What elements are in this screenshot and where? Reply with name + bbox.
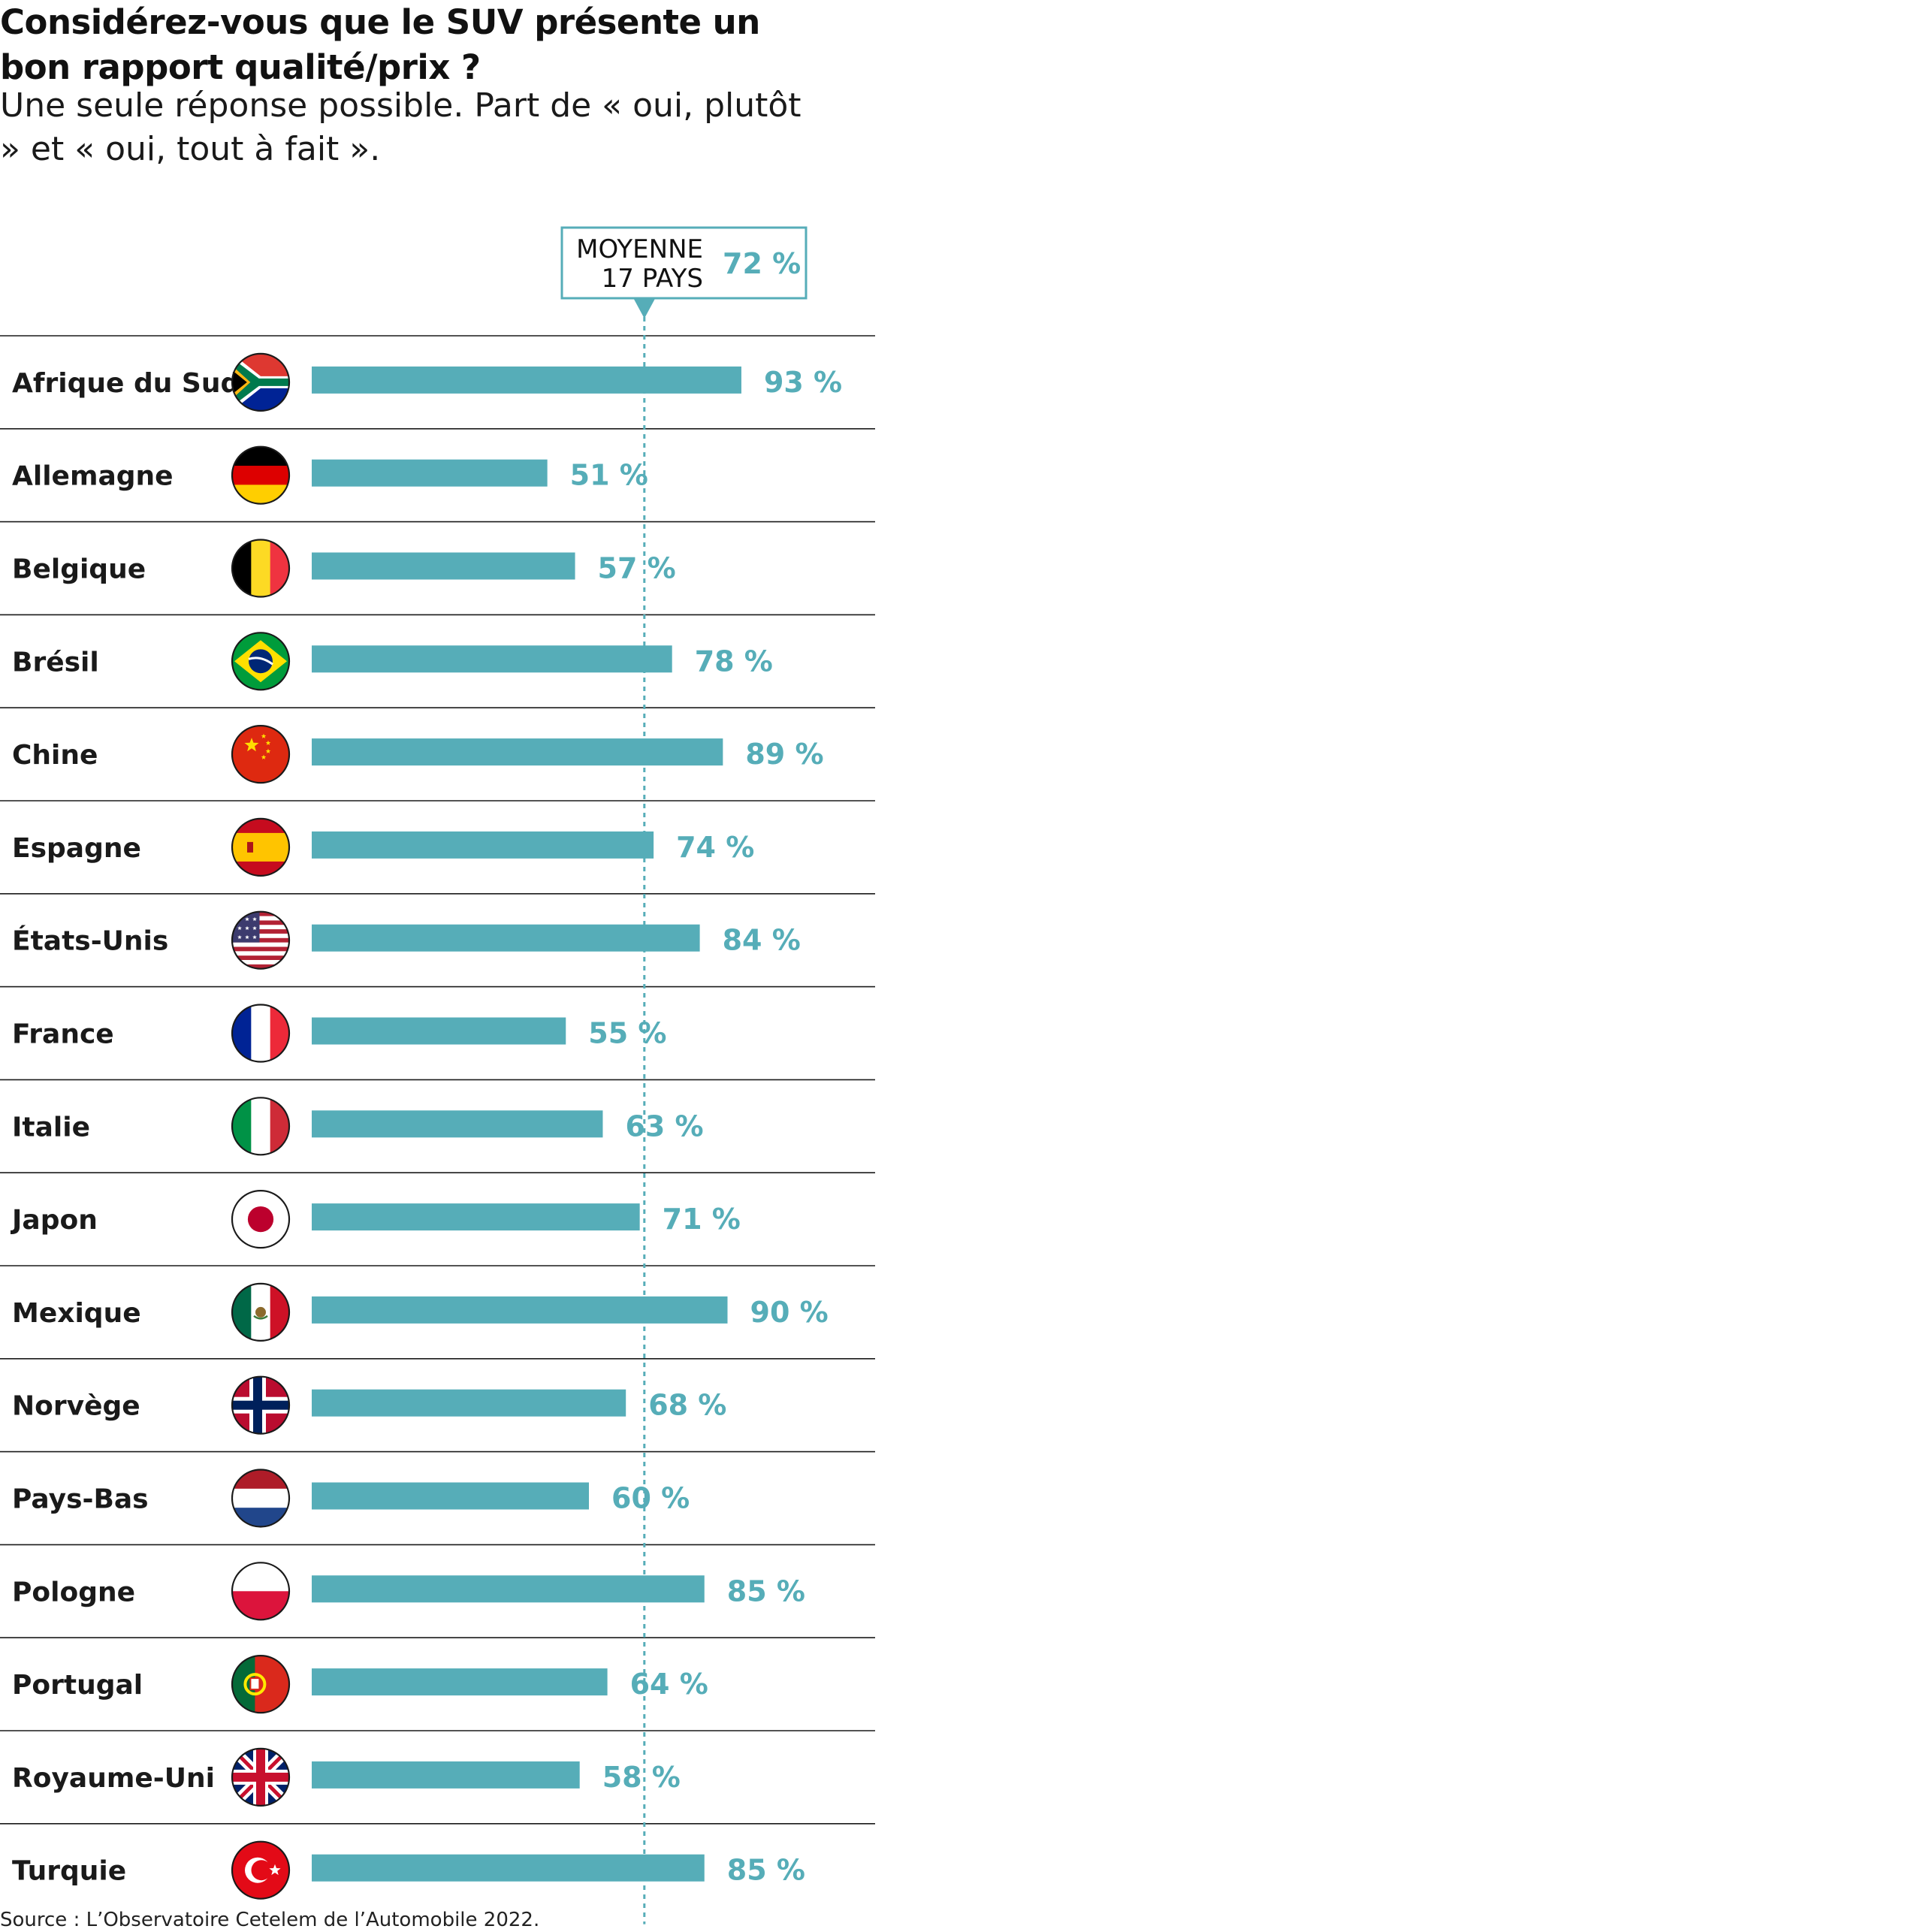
country-label: Chine bbox=[12, 740, 98, 771]
average-callout-box bbox=[560, 226, 808, 300]
poland-flag-icon bbox=[231, 1562, 291, 1621]
source-note: Source : L’Observatoire Cetelem de l’Aut… bbox=[0, 1909, 540, 1931]
country-label: Norvège bbox=[12, 1391, 140, 1422]
bar bbox=[312, 1389, 626, 1417]
bar bbox=[312, 459, 548, 487]
norway-flag-icon bbox=[231, 1375, 291, 1435]
china-flag-icon bbox=[231, 724, 291, 784]
brazil-flag-icon bbox=[231, 632, 291, 691]
bar-value-label: 78 % bbox=[695, 645, 773, 678]
bar bbox=[312, 1575, 705, 1603]
portugal-flag-icon bbox=[231, 1654, 291, 1714]
chart-subtitle: Une seule réponse possible. Part de « ou… bbox=[0, 86, 802, 168]
bar bbox=[312, 552, 575, 580]
average-label-line2: 17 PAYS bbox=[602, 264, 703, 294]
uk-flag-icon bbox=[231, 1747, 291, 1807]
country-label: Royaume-Uni bbox=[12, 1763, 215, 1794]
bar bbox=[312, 645, 672, 673]
bar bbox=[312, 738, 723, 766]
italy-flag-icon bbox=[231, 1097, 291, 1156]
bar bbox=[312, 831, 654, 859]
country-label: Brésil bbox=[12, 647, 99, 678]
chart-title: Considérez-vous que le SUV présente un b… bbox=[0, 2, 760, 87]
bar-value-label: 89 % bbox=[745, 738, 823, 771]
bar bbox=[312, 1761, 580, 1789]
country-label: Allemagne bbox=[12, 461, 174, 492]
bar bbox=[312, 1017, 566, 1045]
belgium-flag-icon bbox=[231, 539, 291, 598]
bar-value-label: 57 % bbox=[598, 552, 676, 585]
bar-value-label: 90 % bbox=[750, 1296, 829, 1329]
country-label: Mexique bbox=[12, 1298, 141, 1329]
bar-value-label: 60 % bbox=[611, 1482, 690, 1515]
country-label: Belgique bbox=[12, 554, 146, 585]
south-africa-flag-icon bbox=[231, 352, 291, 412]
bar-value-label: 93 % bbox=[764, 366, 842, 399]
country-label: Turquie bbox=[12, 1856, 126, 1887]
bar-value-label: 58 % bbox=[602, 1761, 681, 1794]
average-pointer-icon bbox=[633, 299, 655, 318]
country-label: Espagne bbox=[12, 833, 141, 864]
bar-value-label: 84 % bbox=[723, 924, 801, 957]
country-label: Italie bbox=[12, 1112, 90, 1143]
country-label: Pologne bbox=[12, 1577, 135, 1607]
bar-value-label: 64 % bbox=[630, 1668, 708, 1701]
average-label-line1: MOYENNE bbox=[576, 234, 703, 264]
bar-chart: Afrique du Sud 93 % Allemagne 51 % Belgique 5… bbox=[0, 226, 875, 1924]
country-label: Japon bbox=[10, 1205, 98, 1236]
bar bbox=[312, 1482, 589, 1510]
bar-value-label: 74 % bbox=[676, 831, 754, 864]
usa-flag-icon bbox=[231, 910, 291, 970]
bar-value-label: 85 % bbox=[727, 1854, 805, 1887]
bar bbox=[312, 1110, 603, 1138]
germany-flag-icon bbox=[231, 445, 291, 505]
spain-flag-icon bbox=[231, 817, 291, 877]
country-label: France bbox=[12, 1019, 114, 1050]
bar bbox=[312, 366, 741, 394]
netherlands-flag-icon bbox=[231, 1469, 291, 1528]
country-label: États-Unis bbox=[12, 925, 168, 957]
bar-value-label: 71 % bbox=[663, 1203, 741, 1236]
average-value: 72 % bbox=[723, 247, 801, 280]
country-label: Afrique du Sud bbox=[12, 368, 240, 399]
bar-value-label: 51 % bbox=[570, 459, 648, 492]
bar bbox=[312, 1203, 640, 1231]
mexico-flag-icon bbox=[231, 1282, 291, 1342]
bar-value-label: 63 % bbox=[625, 1109, 703, 1143]
bar bbox=[312, 1854, 705, 1882]
bar bbox=[312, 924, 700, 952]
bar-value-label: 55 % bbox=[588, 1017, 666, 1050]
france-flag-icon bbox=[231, 1004, 291, 1063]
country-label: Pays-Bas bbox=[12, 1484, 149, 1515]
bar-value-label: 68 % bbox=[648, 1389, 726, 1422]
country-label: Portugal bbox=[12, 1670, 143, 1701]
bar-value-label: 85 % bbox=[727, 1574, 805, 1607]
bar bbox=[312, 1668, 608, 1696]
turkey-flag-icon bbox=[231, 1840, 291, 1900]
bar bbox=[312, 1296, 728, 1324]
japan-flag-icon bbox=[231, 1189, 291, 1249]
